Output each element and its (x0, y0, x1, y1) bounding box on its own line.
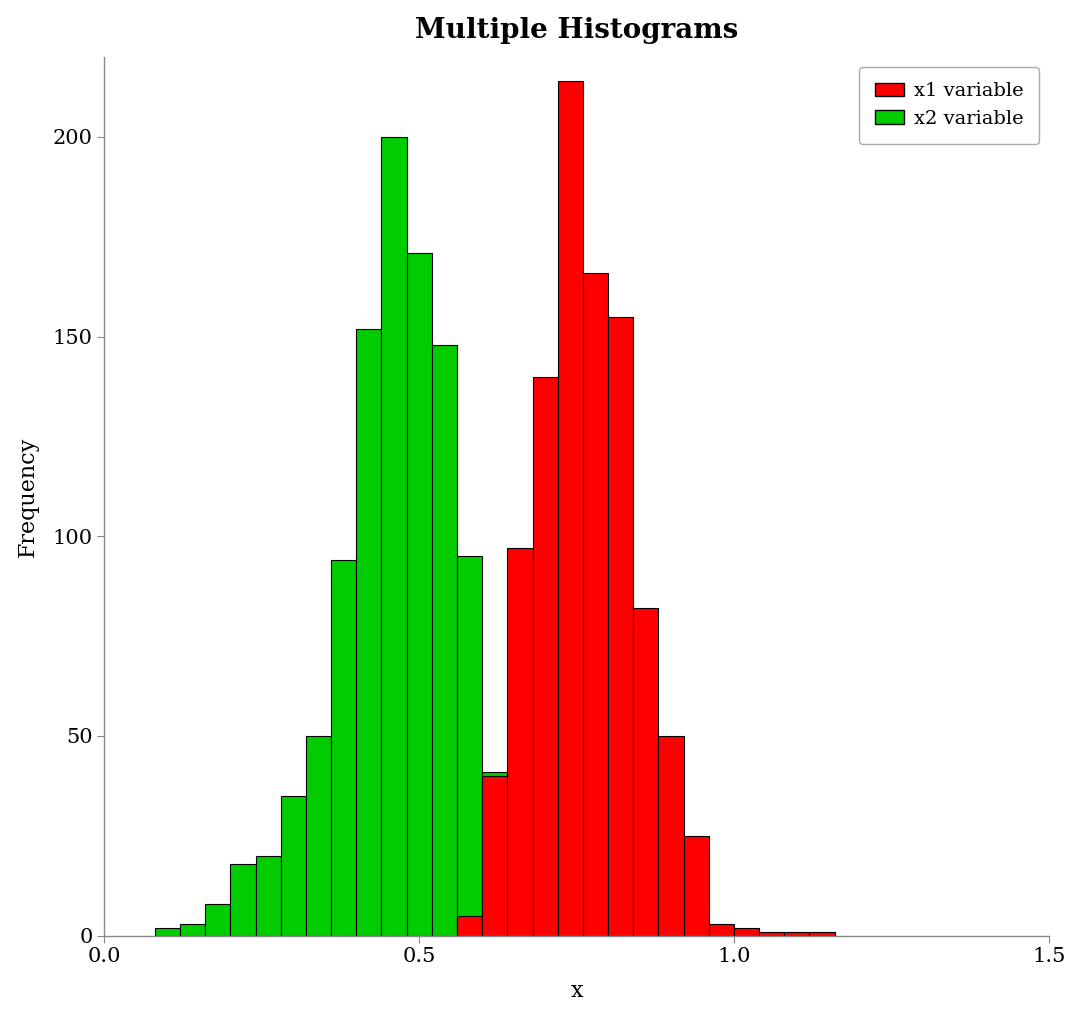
Bar (784, 931, 809, 935)
Bar (760, 931, 784, 935)
Bar (382, 137, 407, 935)
X-axis label: x: x (570, 980, 583, 1003)
Bar (684, 836, 709, 935)
Bar (356, 329, 382, 935)
Bar (583, 273, 608, 935)
Bar (206, 904, 230, 935)
Bar (532, 377, 557, 935)
Bar (734, 927, 760, 935)
Bar (180, 923, 206, 935)
Bar (155, 927, 180, 935)
Bar (255, 856, 280, 935)
Bar (407, 253, 432, 935)
Bar (709, 923, 734, 935)
Bar (809, 931, 834, 935)
Bar (532, 916, 557, 935)
Bar (457, 556, 483, 935)
Bar (483, 772, 507, 935)
Y-axis label: Frequency: Frequency (16, 436, 39, 556)
Legend: x1 variable, x2 variable: x1 variable, x2 variable (859, 67, 1039, 144)
Bar (608, 317, 633, 935)
Bar (507, 912, 532, 935)
Title: Multiple Histograms: Multiple Histograms (414, 16, 738, 44)
Bar (483, 775, 507, 935)
Bar (633, 608, 658, 935)
Bar (432, 344, 457, 935)
Bar (507, 548, 532, 935)
Bar (280, 796, 306, 935)
Bar (658, 736, 684, 935)
Bar (230, 864, 255, 935)
Bar (557, 82, 583, 935)
Bar (457, 916, 483, 935)
Bar (331, 560, 356, 935)
Bar (306, 736, 331, 935)
